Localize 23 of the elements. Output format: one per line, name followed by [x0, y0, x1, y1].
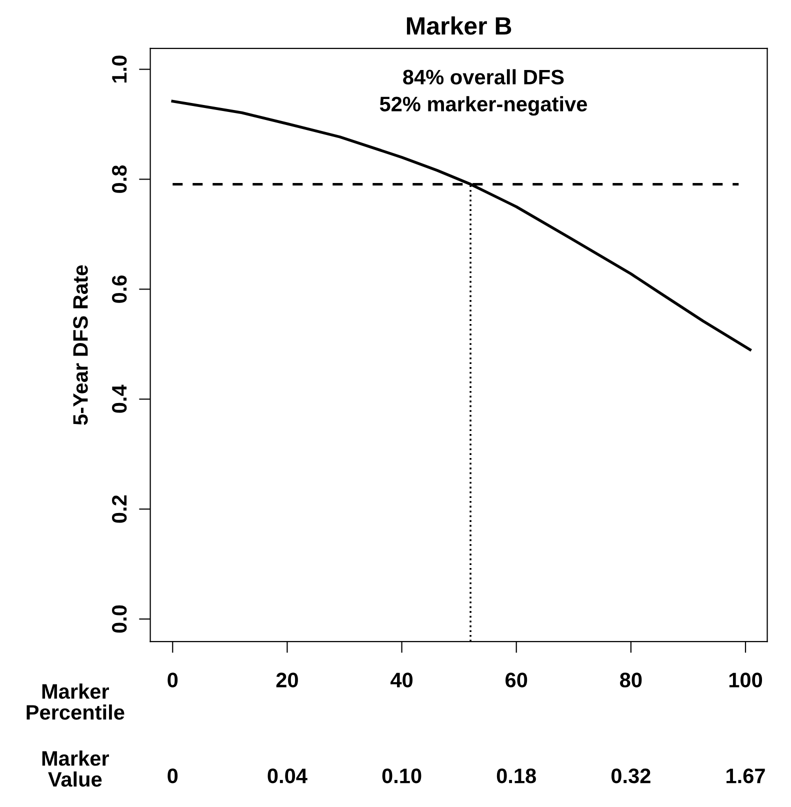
y-axis-title: 5-Year DFS Rate: [73, 265, 88, 425]
x-axis-title: Marker Percentile: [26, 684, 124, 720]
y-tick-label: 1.0: [112, 56, 127, 82]
y-tick-label: 0.2: [112, 495, 127, 523]
x-tick-label: 0: [168, 672, 178, 688]
annotation: 84% overall DFS 52% marker-negative: [380, 69, 587, 116]
x-tick-label: 80: [620, 672, 642, 688]
text: 0.32: [611, 768, 650, 784]
text: 0.18: [496, 768, 536, 784]
y-tick-label: 0.4: [112, 384, 127, 413]
text: Marker Value: [42, 750, 109, 787]
chart-title: Marker B: [406, 16, 512, 35]
x-tick-label: 100: [729, 672, 762, 688]
x-tick-label: 20: [276, 672, 298, 688]
y-tick-label: 0.6: [112, 275, 127, 303]
text: 1.67: [726, 768, 765, 784]
y-tick-label: 0.0: [112, 605, 127, 633]
text: 0: [168, 768, 178, 784]
y-tick-label: 0.8: [112, 165, 127, 193]
text: 0.10: [382, 768, 422, 784]
text: 0.04: [268, 768, 308, 784]
x-tick-label: 40: [390, 672, 413, 688]
x-tick-label: 60: [506, 672, 528, 688]
